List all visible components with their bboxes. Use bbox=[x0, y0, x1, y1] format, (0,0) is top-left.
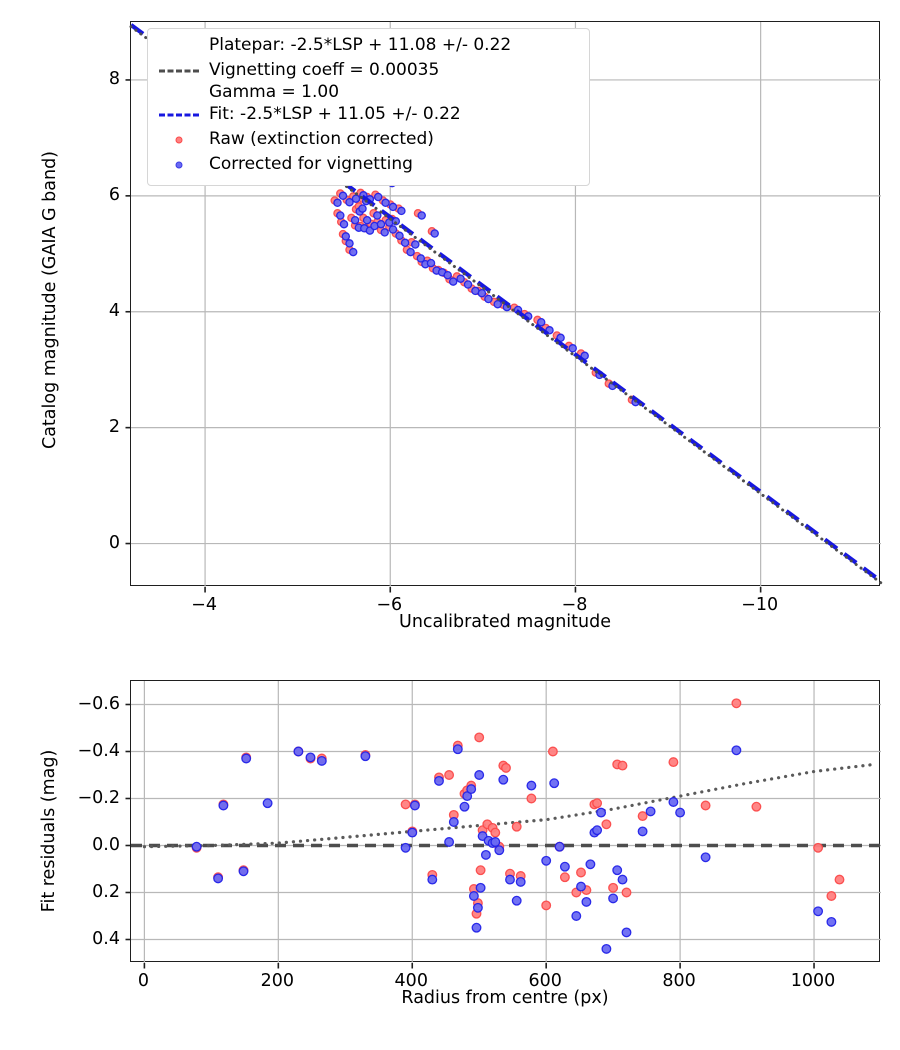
y-tick-label: −0.2 bbox=[77, 787, 121, 808]
y-tick-label: 0 bbox=[108, 532, 120, 553]
y-tick-label: −0.4 bbox=[77, 740, 121, 761]
legend-handle-none bbox=[157, 35, 201, 57]
legend-handle-marker-blue bbox=[157, 154, 201, 176]
x-tick-label: 200 bbox=[260, 971, 295, 991]
y-tick-label: 2 bbox=[108, 416, 120, 437]
top-xlabel: Uncalibrated magnitude bbox=[399, 612, 611, 632]
x-tick-label: 800 bbox=[662, 971, 696, 991]
bottom-ylabel: Fit residuals (mag) bbox=[39, 749, 59, 913]
x-tick-label: −8 bbox=[561, 595, 588, 615]
legend-handle-dashed-gray bbox=[157, 60, 201, 82]
legend-label: Platepar: -2.5*LSP + 11.08 +/- 0.22 bbox=[209, 35, 512, 55]
legend-label: Vignetting coeff = 0.00035 Gamma = 1.00 bbox=[209, 60, 440, 102]
legend-label: Fit: -2.5*LSP + 11.05 +/- 0.22 bbox=[209, 103, 461, 124]
y-tick-label: 0.0 bbox=[92, 834, 120, 855]
legend-item: Raw (extinction corrected) bbox=[157, 129, 580, 154]
legend-label: Corrected for vignetting bbox=[209, 153, 413, 174]
y-tick-label: 0.2 bbox=[92, 881, 120, 902]
legend-box: Platepar: -2.5*LSP + 11.08 +/- 0.22 Vign… bbox=[147, 28, 590, 186]
x-tick-label: −6 bbox=[376, 595, 403, 615]
photometric-calibration-axes bbox=[125, 21, 883, 593]
x-tick-label: 600 bbox=[528, 971, 562, 991]
x-tick-label: −4 bbox=[191, 595, 217, 615]
legend-handle-dashed-blue bbox=[157, 104, 201, 126]
legend-item: Corrected for vignetting bbox=[157, 154, 580, 179]
x-tick-label: 400 bbox=[394, 971, 428, 991]
legend-handle-marker-red bbox=[157, 129, 201, 151]
y-tick-label: 8 bbox=[108, 68, 120, 89]
y-tick-label: 0.4 bbox=[92, 928, 120, 949]
top-ylabel: Catalog magnitude (GAIA G band) bbox=[40, 150, 60, 450]
y-tick-label: −0.6 bbox=[77, 693, 121, 714]
legend-item: Platepar: -2.5*LSP + 11.08 +/- 0.22 bbox=[157, 35, 580, 60]
y-tick-label: 6 bbox=[108, 184, 120, 205]
y-tick-label: 4 bbox=[108, 300, 120, 321]
x-tick-label: 1000 bbox=[790, 971, 836, 991]
x-tick-label: 0 bbox=[137, 971, 149, 991]
fit-residuals-axes bbox=[125, 680, 881, 969]
fit-residuals-plot bbox=[125, 681, 881, 969]
photometric-calibration-plot bbox=[125, 22, 883, 593]
legend-item: Fit: -2.5*LSP + 11.05 +/- 0.22 bbox=[157, 104, 580, 129]
legend-label: Raw (extinction corrected) bbox=[209, 128, 434, 149]
x-tick-label: −10 bbox=[741, 595, 779, 615]
legend-item: Vignetting coeff = 0.00035 Gamma = 1.00 bbox=[157, 60, 580, 104]
bottom-xlabel: Radius from centre (px) bbox=[401, 988, 609, 1008]
